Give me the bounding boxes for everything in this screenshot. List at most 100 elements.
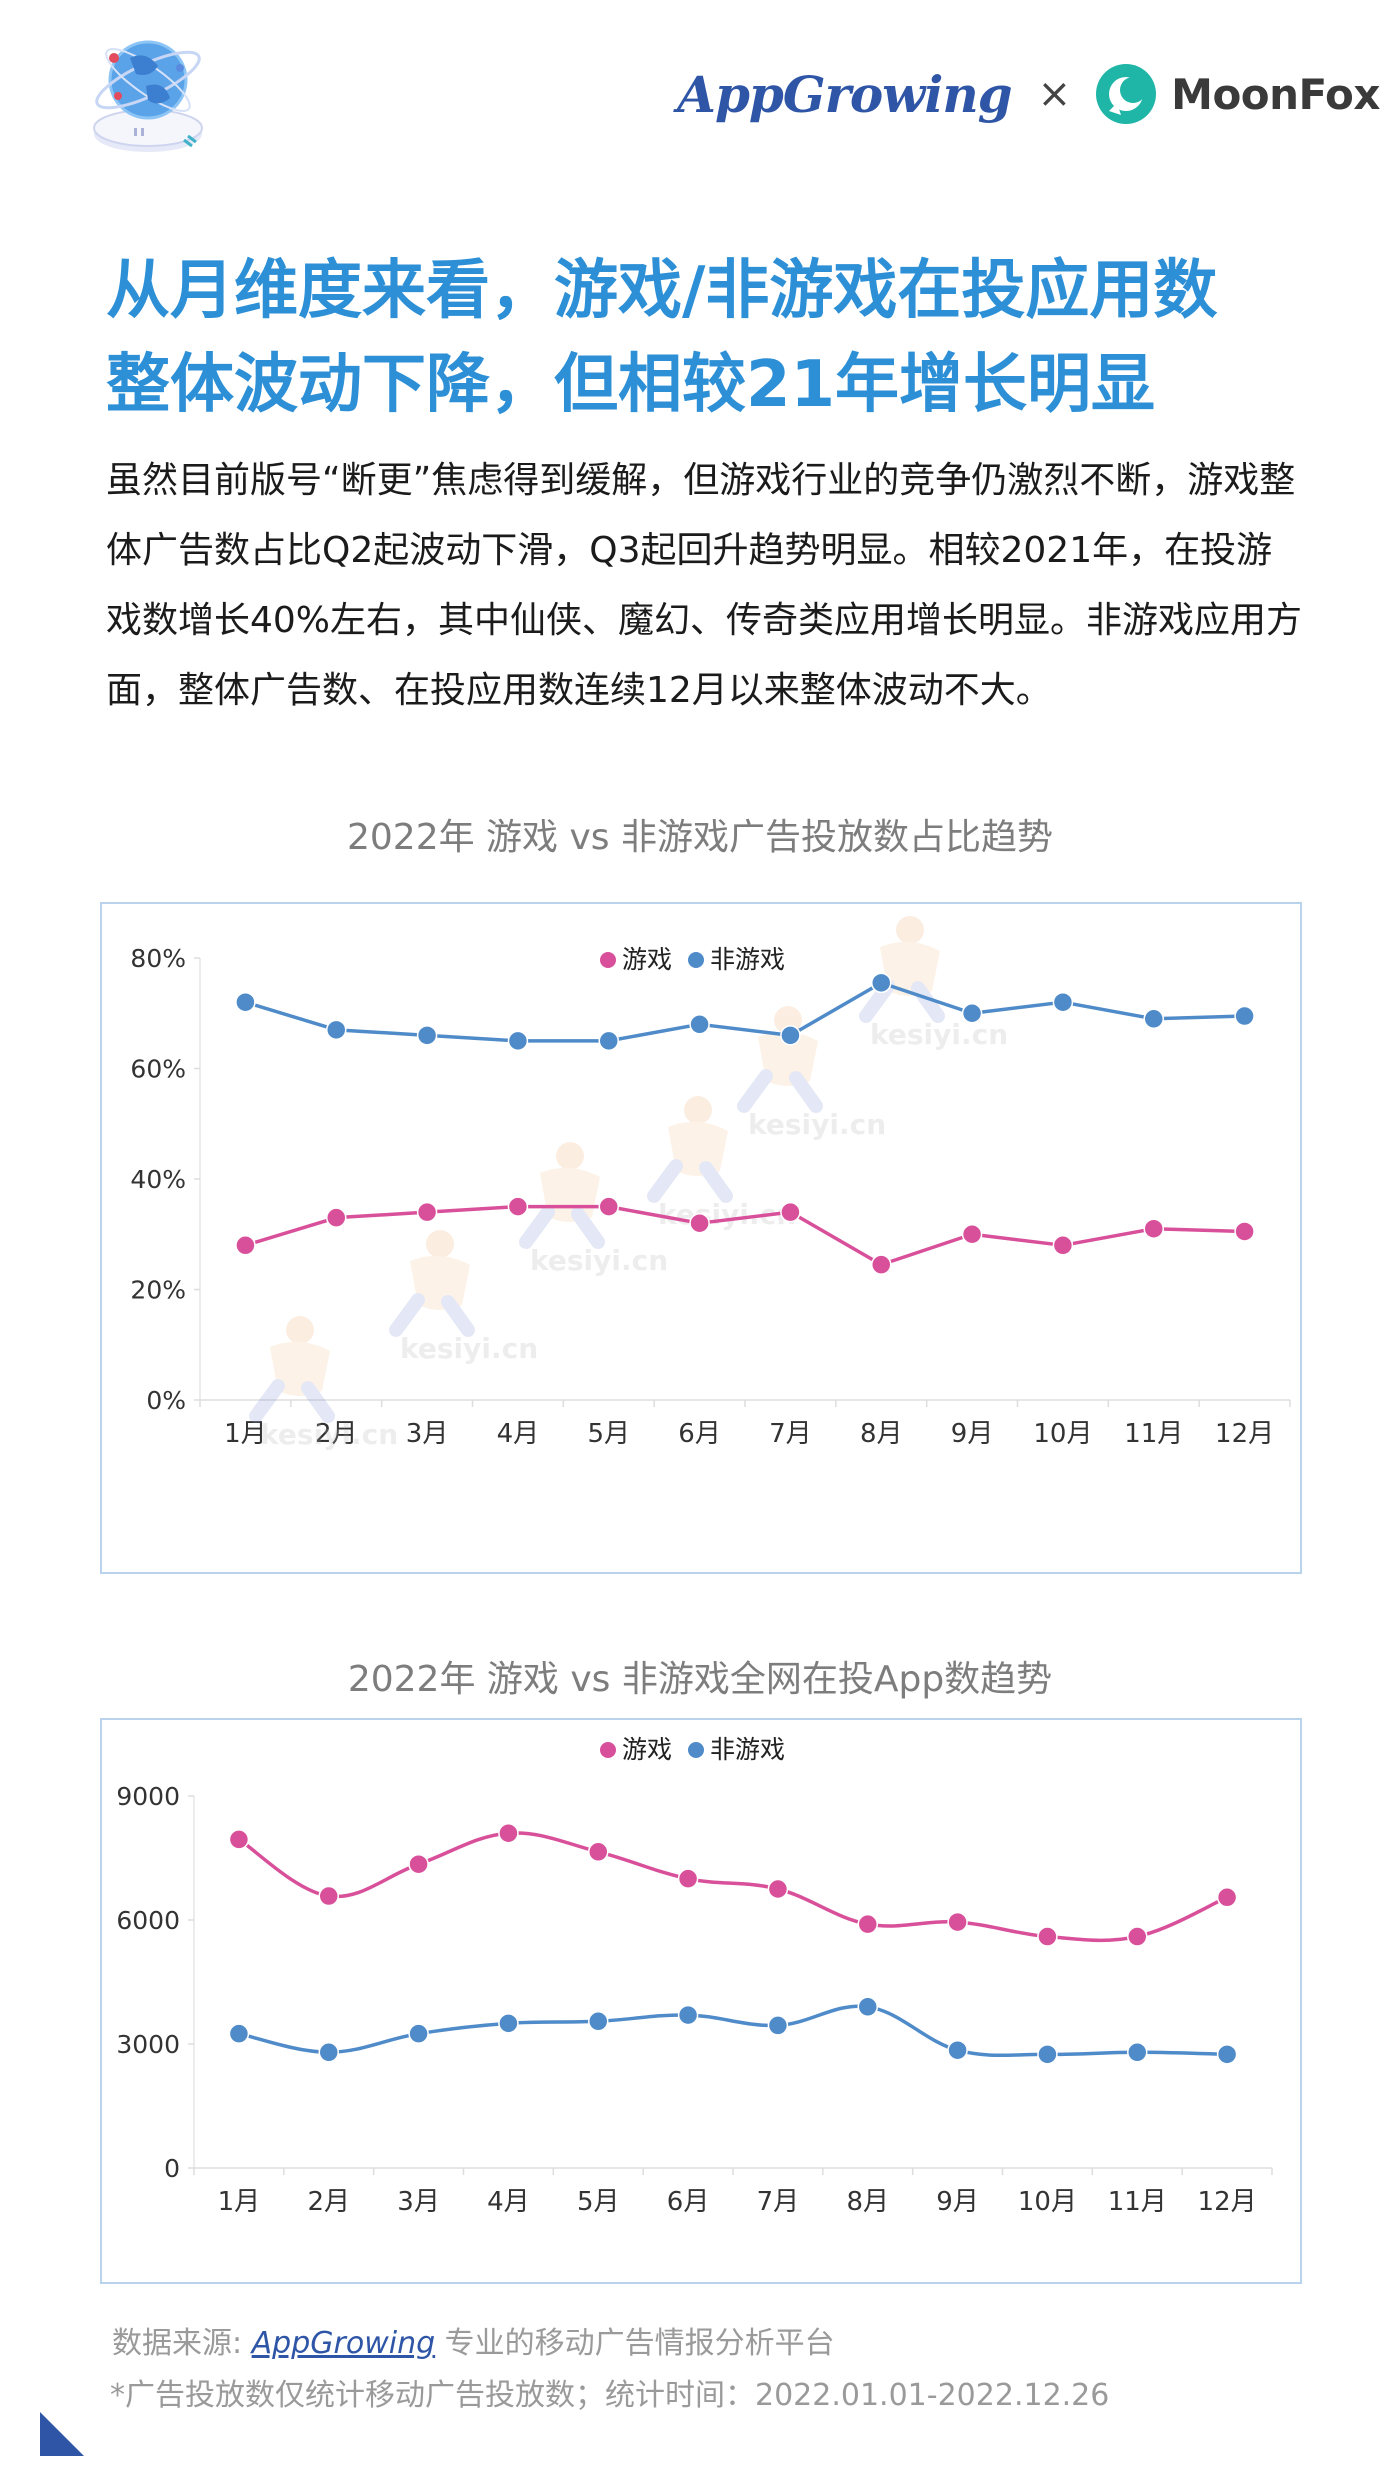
watermark-figure-icon xyxy=(668,1121,728,1176)
x-tick-label: 2月 xyxy=(307,2187,350,2217)
watermark-text: kesiyi.cn xyxy=(400,1332,538,1365)
x-tick-label: 6月 xyxy=(667,2187,710,2217)
data-point xyxy=(961,1003,983,1024)
data-point xyxy=(1037,1926,1058,1947)
data-point xyxy=(408,2023,429,2044)
chart-1-svg: 0% 20% 40% 60% 80% 1月 2月 3月 4月 5月 6月 7月 8月 9月 10月 11月 12… xyxy=(100,902,1302,1574)
page-title: 从月维度来看，游戏/非游戏在投应用数 整体波动下降，但相较21年增长明显 xyxy=(106,244,1306,432)
watermark-figure-icon xyxy=(519,1205,605,1249)
x-tick-label: 5月 xyxy=(577,2187,620,2217)
data-point xyxy=(1037,2044,1058,2065)
legend-marker xyxy=(688,1742,704,1758)
data-point xyxy=(507,1030,529,1052)
data-source: 数据来源: AppGrowing 专业的移动广告情报分析平台 xyxy=(112,2318,835,2362)
data-point xyxy=(961,1224,983,1245)
data-point xyxy=(498,1822,519,1844)
chart-2-title: 2022年 游戏 vs 非游戏全网在投App数趋势 xyxy=(347,1659,1053,1700)
watermark-figure-icon xyxy=(410,1255,470,1310)
series-line-non-game xyxy=(244,981,1245,1043)
y-tick-label: 0 xyxy=(164,2154,180,2183)
legend-label: 非游戏 xyxy=(710,945,785,974)
data-point xyxy=(677,1868,699,1889)
watermark-figure-icon xyxy=(684,1096,712,1124)
watermark-figure-icon xyxy=(758,1031,818,1086)
data-point xyxy=(1216,2044,1238,2065)
data-source-suffix: 专业的移动广告情报分析平台 xyxy=(435,2326,835,2361)
intro-paragraph: 虽然目前版号“断更”焦虑得到缓解，但游戏行业的竞争仍激烈不断，游戏整体广告数占比… xyxy=(106,460,1303,711)
watermark-figure-icon xyxy=(647,1159,733,1203)
x-tick-label: 9月 xyxy=(951,1419,994,1449)
data-point xyxy=(857,1996,878,2018)
x-tick-label: 2月 xyxy=(315,1419,358,1449)
watermark-text: kesiyi.cn xyxy=(260,1418,398,1451)
x-tick-label: 5月 xyxy=(587,1419,630,1449)
x-tick-label: 8月 xyxy=(846,2187,889,2217)
data-point xyxy=(689,1212,710,1234)
data-point xyxy=(598,1196,619,1217)
data-point xyxy=(416,1201,438,1223)
series-line-game xyxy=(237,1831,1228,1943)
x-tick-label: 10月 xyxy=(1033,1419,1092,1449)
moonfox-logo: MoonFox xyxy=(1171,69,1380,119)
data-point xyxy=(326,1207,347,1228)
watermark-figure-icon xyxy=(880,941,940,996)
legend-marker xyxy=(600,952,616,968)
legend-label: 非游戏 xyxy=(710,1735,785,1764)
x-tick-label: 12月 xyxy=(1215,1419,1274,1449)
data-point xyxy=(228,1829,250,1850)
x-tick-label: 3月 xyxy=(406,1419,449,1449)
data-point xyxy=(780,1201,801,1223)
data-point xyxy=(416,1025,438,1046)
watermark-figure-icon xyxy=(389,1293,475,1337)
chart-2: 0 3000 6000 9000 1月 2月 3月 4月 5月 6月 7月 8月 9月 10月 11月 12月… xyxy=(100,1718,1302,2284)
data-point xyxy=(1234,1005,1255,1027)
y-tick-label: 6000 xyxy=(116,1906,180,1935)
legend-marker xyxy=(688,952,704,968)
watermark: kesiyi.cn xyxy=(647,1096,796,1231)
x-tick-label: 4月 xyxy=(497,1419,540,1449)
data-point xyxy=(1143,1218,1164,1239)
data-point xyxy=(318,2042,339,2063)
chart-1-title: 2022年 游戏 vs 非游戏广告投放数占比趋势 xyxy=(346,817,1053,858)
chart-frame xyxy=(100,1718,1302,2284)
appgrowing-logo: AppGrowing xyxy=(677,64,1012,124)
watermark-figure-icon xyxy=(249,1379,335,1423)
data-point xyxy=(1216,1887,1238,1908)
x-tick-label: 11月 xyxy=(1124,1419,1183,1449)
data-point xyxy=(498,2013,519,2034)
data-point xyxy=(408,1853,429,1875)
x-tick-label: 1月 xyxy=(224,1419,267,1449)
footnote: *广告投放数仅统计移动广告投放数；统计时间：2022.01.01-2022.12… xyxy=(110,2378,1110,2413)
page-title-line-1: 从月维度来看，游戏/非游戏在投应用数 xyxy=(106,254,1218,328)
y-tick-label: 80% xyxy=(130,944,186,973)
data-point xyxy=(767,2015,789,2036)
watermark-figure-icon xyxy=(556,1142,584,1170)
x-tick-label: 10月 xyxy=(1018,2187,1077,2217)
data-point xyxy=(1052,991,1074,1013)
data-point xyxy=(588,1841,609,1863)
data-point xyxy=(857,1913,878,1935)
watermark-figure-icon xyxy=(540,1167,600,1222)
appgrowing-link[interactable]: AppGrowing xyxy=(251,2326,436,2361)
chart-frame xyxy=(100,902,1302,1574)
data-point xyxy=(235,1235,256,1256)
watermark-figure-icon xyxy=(270,1341,330,1396)
y-tick-label: 9000 xyxy=(116,1782,180,1811)
watermark-text: kesiyi.cn xyxy=(748,1108,886,1141)
data-point xyxy=(1127,2042,1148,2063)
watermark-text: kesiyi.cn xyxy=(870,1018,1008,1051)
x-tick-label: 4月 xyxy=(487,2187,530,2217)
watermark-figure-icon xyxy=(896,916,924,944)
data-point xyxy=(767,1878,789,1900)
data-point xyxy=(780,1025,801,1046)
data-point xyxy=(689,1014,710,1035)
chart-1: 0% 20% 40% 60% 80% 1月 2月 3月 4月 5月 6月 7月 8月 9月 10月 11月 12… xyxy=(100,902,1302,1574)
brand-separator: × xyxy=(1037,71,1072,117)
watermark: kesiyi.cn xyxy=(249,1316,398,1451)
data-point xyxy=(228,2023,250,2044)
x-tick-label: 11月 xyxy=(1108,2187,1167,2217)
watermark: kesiyi.cn xyxy=(737,1006,886,1141)
data-point xyxy=(588,2011,609,2032)
series-line-non-game xyxy=(238,2004,1228,2058)
data-point xyxy=(507,1196,529,1217)
